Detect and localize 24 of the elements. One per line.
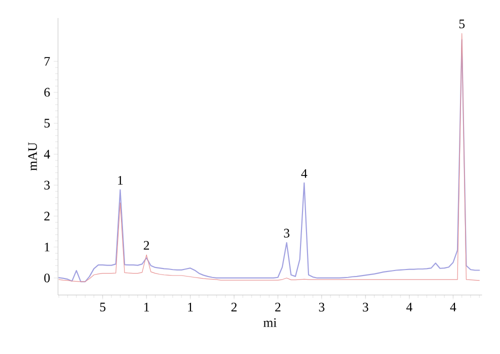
x-tick-label: 3 — [319, 302, 324, 312]
x-tick-label: 4 — [406, 302, 412, 312]
y-tick-label: 2 — [44, 212, 50, 220]
x-tick-label: 1 — [188, 302, 193, 312]
x-axis-title: mi — [263, 318, 277, 327]
y-tick-label: 1 — [44, 242, 50, 252]
y-tick-label: 4 — [44, 150, 50, 158]
y-tick-label: 7 — [44, 57, 50, 66]
y-tick-label: 6 — [44, 88, 50, 97]
y-axis-title: mAU — [28, 142, 37, 171]
annotation: 1 — [118, 176, 123, 185]
y-tick-label: 0 — [44, 274, 50, 282]
x-tick-label: 5 — [100, 302, 106, 312]
annotation: 5 — [459, 20, 465, 28]
y-tick-label: 3 — [44, 180, 50, 190]
x-tick-label: 1 — [144, 302, 149, 312]
annotation: 4 — [301, 169, 308, 178]
y-tick-label: 5 — [44, 118, 50, 128]
x-tick-label: 2 — [275, 302, 280, 312]
x-tick-label: 2 — [231, 302, 237, 312]
annotation: 2 — [144, 241, 150, 250]
annotation: 3 — [284, 228, 290, 238]
x-tick-label: 3 — [362, 302, 368, 312]
x-tick-label: 4 — [450, 302, 456, 312]
